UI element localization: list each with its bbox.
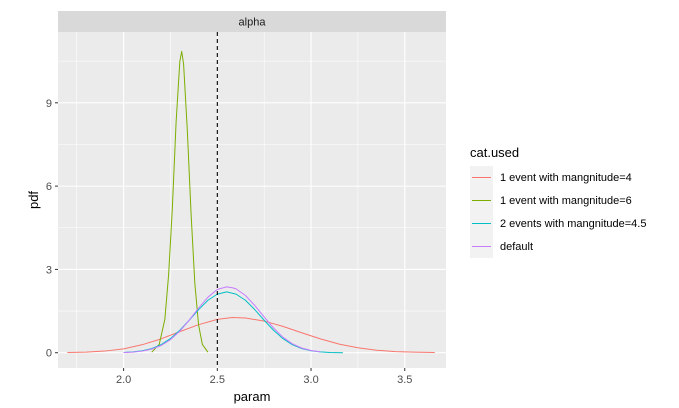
y-axis: 0 3 6 9	[46, 98, 58, 360]
x-axis-title: param	[234, 389, 271, 404]
legend-title: cat.used	[470, 145, 519, 160]
series-line-4	[123, 286, 321, 353]
legend-label: default	[500, 241, 533, 253]
x-tick-label: 3.0	[303, 374, 318, 386]
series-line-1	[67, 316, 435, 353]
y-tick-label: 6	[46, 181, 52, 193]
legend-label: 1 event with mangnitude=6	[500, 195, 632, 207]
x-axis: 2.0 2.5 3.0 3.5	[116, 368, 412, 386]
x-tick-label: 2.5	[210, 374, 225, 386]
series-layer	[67, 50, 435, 354]
y-tick-label: 3	[46, 264, 52, 276]
x-tick-label: 3.5	[397, 374, 412, 386]
legend-label: 1 event with mangnitude=4	[500, 172, 632, 184]
facet-strip-label: alpha	[239, 17, 267, 29]
plot-panel	[58, 32, 446, 368]
y-tick-label: 0	[46, 348, 52, 360]
legend: 1 event with mangnitude=4 1 event with ma…	[470, 166, 646, 258]
facet-strip	[58, 11, 446, 32]
legend-label: 2 events with mangnitude=4.5	[500, 218, 646, 230]
y-axis-title: pdf	[26, 191, 41, 209]
grid-minor	[58, 32, 446, 368]
y-tick-label: 9	[46, 98, 52, 110]
x-tick-label: 2.0	[116, 374, 131, 386]
